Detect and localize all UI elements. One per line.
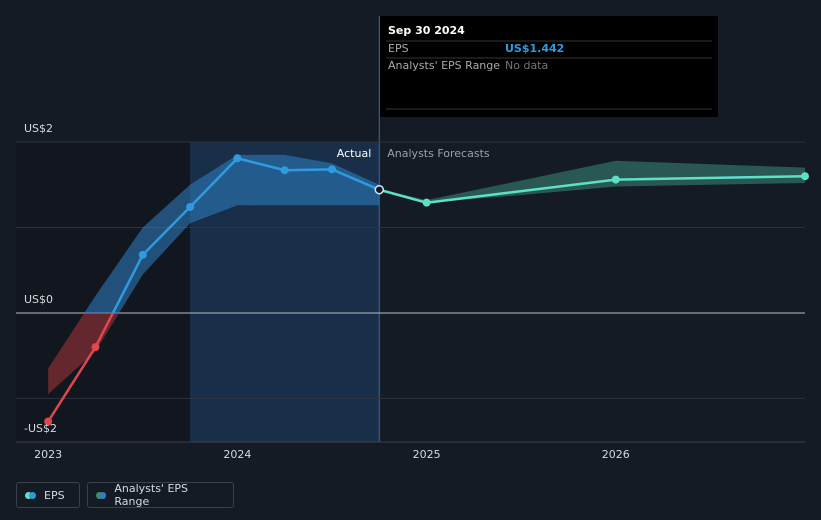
eps-point [327, 165, 336, 174]
x-tick-label: 2026 [602, 448, 630, 461]
annotation: Actual [337, 147, 371, 160]
eps-point [374, 184, 385, 195]
y-tick-label: -US$2 [24, 422, 57, 435]
y-tick-label: US$0 [24, 293, 53, 306]
eps-point [44, 417, 53, 426]
tooltip: Sep 30 2024 EPS US$1.442 Analysts' EPS R… [380, 16, 718, 117]
tooltip-value: US$1.442 [505, 42, 564, 55]
tooltip-date: Sep 30 2024 [388, 24, 465, 37]
eps-point [280, 166, 289, 175]
eps-line [47, 156, 380, 423]
eps-point [233, 154, 242, 163]
range-band [48, 154, 380, 395]
tooltip-label: EPS [388, 42, 409, 55]
legend-swatch [96, 491, 103, 499]
eps-point [138, 250, 147, 259]
tooltip-box [380, 16, 718, 117]
eps-point [186, 202, 195, 211]
eps-line [378, 174, 806, 204]
x-tick-label: 2024 [223, 448, 251, 461]
legend-swatch [29, 491, 36, 499]
annotation: Analysts Forecasts [387, 147, 490, 160]
x-tick-label: 2025 [413, 448, 441, 461]
forecast-point [611, 175, 620, 184]
forecast-point [801, 172, 809, 181]
tooltip-label: Analysts' EPS Range [388, 59, 500, 72]
forecast-point [422, 198, 431, 207]
legend-range[interactable]: Analysts' EPS Range [87, 482, 234, 508]
tooltip-value: No data [505, 59, 548, 72]
legend-label: EPS [44, 488, 65, 502]
x-tick-label: 2023 [34, 448, 62, 461]
legend-swatch [99, 491, 107, 499]
legend-swatch [25, 491, 32, 499]
eps-point [91, 343, 100, 352]
y-tick-label: US$2 [24, 122, 53, 135]
legend-eps[interactable]: EPS [16, 482, 80, 508]
legend-label: Analysts' EPS Range [114, 482, 189, 508]
